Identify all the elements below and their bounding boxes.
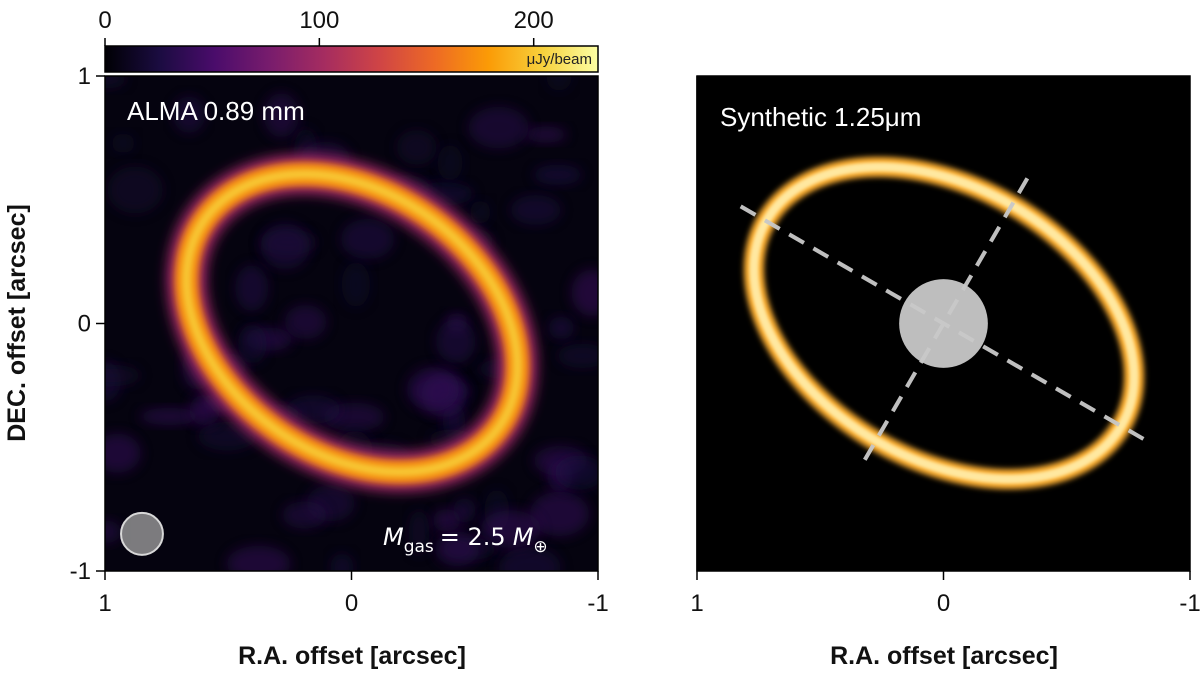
- y-tick-label: 0: [78, 311, 91, 338]
- synthetic-panel: Synthetic 1.25μm 1 0 -1 R.A. offset [arcse…: [690, 75, 1200, 670]
- x-tick-label: -1: [587, 590, 608, 617]
- y-tick-label: 1: [78, 63, 91, 90]
- noise-blob: [282, 501, 327, 529]
- colorbar: μJy/beam 0 100 200: [98, 7, 599, 73]
- beam-ellipse: [120, 511, 164, 556]
- noise-blob: [260, 223, 310, 270]
- noise-blob: [105, 364, 141, 387]
- noise-blob: [406, 367, 459, 412]
- synthetic-panel-title: Synthetic 1.25μm: [720, 102, 921, 132]
- alma-ring-peak: [182, 169, 522, 477]
- noise-blob: [554, 455, 598, 490]
- gas-mass-annotation: Mgas = 2.5 M⊕: [383, 523, 548, 557]
- noise-blob: [437, 144, 463, 181]
- alma-y-axis: 1 0 -1: [70, 63, 105, 585]
- noise-blob: [139, 407, 200, 426]
- noise-blob: [107, 166, 163, 214]
- synthetic-x-axis-label: R.A. offset [arcsec]: [830, 642, 1058, 670]
- ellipse-axes-lines-over-mask: [739, 177, 1148, 470]
- noise-blob: [173, 96, 206, 133]
- noise-blob: [341, 218, 395, 260]
- alma-panel-title: ALMA 0.89 mm: [127, 96, 305, 126]
- noise-blob: [432, 509, 461, 532]
- colorbar-unit-label: μJy/beam: [527, 51, 592, 68]
- noise-blob: [498, 547, 561, 571]
- noise-blob: [235, 265, 269, 312]
- noise-blob: [341, 262, 371, 308]
- noise-blob: [105, 76, 127, 89]
- synthetic-x-axis: 1 0 -1: [690, 571, 1200, 617]
- x-tick-label: 1: [98, 590, 111, 617]
- noise-blob: [529, 491, 590, 537]
- colorbar-tick-label: 200: [514, 7, 554, 34]
- y-axis-label: DEC. offset [arcsec]: [3, 204, 31, 442]
- colorbar-tick-label: 0: [98, 7, 111, 34]
- x-tick-label: 0: [345, 590, 358, 617]
- x-tick-label: 1: [690, 590, 703, 617]
- noise-blob: [226, 545, 291, 571]
- alma-x-axis: 1 0 -1: [98, 571, 609, 617]
- noise-blob: [546, 76, 572, 92]
- noise-blob: [548, 316, 574, 340]
- colorbar-ticks: 0 100 200: [98, 7, 554, 46]
- noise-blob: [468, 106, 529, 149]
- colorbar-gradient: [104, 45, 599, 73]
- noise-blob: [435, 531, 480, 567]
- ellipse-axis-line: [739, 204, 1148, 443]
- noise-blob: [197, 421, 257, 451]
- alma-panel: ALMA 0.89 mm Mgas = 2.5 M⊕ μJy/beam 0 100 20…: [3, 7, 609, 670]
- noise-blob: [525, 126, 567, 143]
- noise-blob: [330, 553, 354, 571]
- noise-blob: [237, 324, 267, 364]
- noise-blob: [396, 129, 437, 165]
- noise-blob: [510, 194, 561, 225]
- y-tick-label: -1: [70, 558, 91, 585]
- colorbar-tick-label: 100: [299, 7, 339, 34]
- noise-blob: [533, 164, 582, 185]
- noise-blob: [571, 269, 598, 317]
- noise-blob: [105, 433, 141, 473]
- noise-blob: [111, 133, 136, 154]
- noise-blob: [470, 200, 491, 225]
- x-tick-label: -1: [1179, 590, 1200, 617]
- alma-ring: [166, 154, 538, 492]
- noise-blob: [557, 343, 598, 369]
- noise-blob: [105, 520, 122, 544]
- alma-x-axis-label: R.A. offset [arcsec]: [238, 642, 466, 670]
- noise-blob: [189, 394, 221, 426]
- x-tick-label: 0: [937, 590, 950, 617]
- noise-blob: [480, 510, 541, 549]
- noise-blob: [408, 510, 430, 555]
- noise-blob: [263, 93, 299, 138]
- noise-blob: [284, 304, 327, 340]
- noise-blob: [436, 319, 476, 364]
